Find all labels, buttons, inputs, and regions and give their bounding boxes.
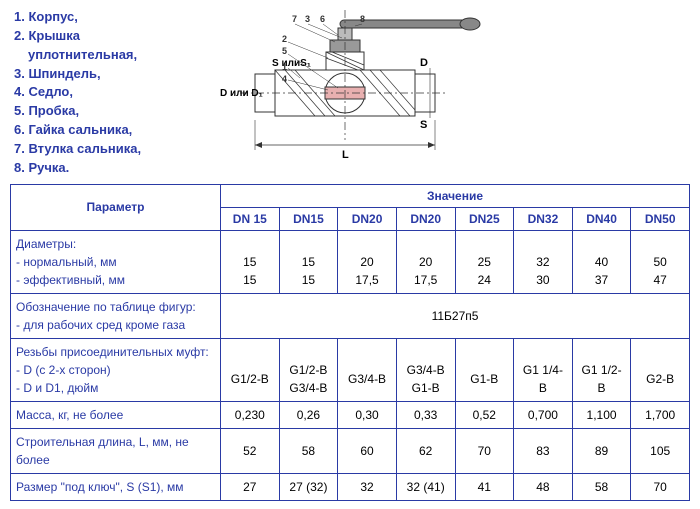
value-cell: 27 (32) (279, 473, 338, 500)
value-cell: G3/4-BG1-B (396, 338, 455, 401)
part-item: 4. Седло, (14, 83, 200, 102)
header-col: DN50 (631, 207, 690, 230)
part-item: 2. Крышка (14, 27, 200, 46)
param-cell: Диаметры:- нормальный, мм- эффективный, … (11, 230, 221, 293)
part-item: 6. Гайка сальника, (14, 121, 200, 140)
value-cell: G1/2-B (221, 338, 280, 401)
value-cell: 1,700 (631, 401, 690, 428)
value-cell: 48 (514, 473, 573, 500)
dim-L: L (342, 149, 349, 161)
value-cell: 32 (41) (396, 473, 455, 500)
svg-text:1: 1 (282, 62, 287, 72)
value-cell: 5047 (631, 230, 690, 293)
value-cell: 2017,5 (338, 230, 397, 293)
header-col: DN32 (514, 207, 573, 230)
svg-text:5: 5 (282, 46, 287, 56)
value-cell: G3/4-B (338, 338, 397, 401)
dim-D-left: D или D₁ (220, 88, 263, 99)
part-item: 7. Втулка сальника, (14, 140, 200, 159)
value-cell: 60 (338, 428, 397, 473)
value-cell: 1,100 (572, 401, 631, 428)
value-cell: 32 (338, 473, 397, 500)
svg-text:8: 8 (360, 14, 365, 24)
value-cell: 70 (631, 473, 690, 500)
svg-text:2: 2 (282, 34, 287, 44)
header-col: DN 15 (221, 207, 280, 230)
value-cell: 41 (455, 473, 514, 500)
value-cell: 1515 (221, 230, 280, 293)
part-item: 5. Пробка, (14, 102, 200, 121)
svg-text:7: 7 (292, 14, 297, 24)
value-cell: 62 (396, 428, 455, 473)
spec-table: ПараметрЗначениеDN 15DN15DN20DN20DN25DN3… (10, 184, 690, 501)
header-param: Параметр (11, 184, 221, 230)
value-cell: 0,52 (455, 401, 514, 428)
parts-list: 1. Корпус,2. Крышкауплотнительная,3. Шпи… (10, 8, 200, 178)
param-cell: Строительная длина, L, мм, не более (11, 428, 221, 473)
value-cell: 27 (221, 473, 280, 500)
header-value: Значение (221, 184, 690, 207)
svg-text:3: 3 (305, 14, 310, 24)
header-col: DN20 (396, 207, 455, 230)
part-item: 8. Ручка. (14, 159, 200, 178)
header-col: DN20 (338, 207, 397, 230)
value-cell: 1515 (279, 230, 338, 293)
value-cell: G1 1/4-B (514, 338, 573, 401)
header-col: DN40 (572, 207, 631, 230)
value-cell: 0,30 (338, 401, 397, 428)
part-item: уплотнительная, (14, 46, 200, 65)
value-cell: 0,700 (514, 401, 573, 428)
value-cell: 105 (631, 428, 690, 473)
value-cell: 0,33 (396, 401, 455, 428)
value-cell: 0,230 (221, 401, 280, 428)
param-cell: Резьбы присоединительных муфт:- D (с 2-х… (11, 338, 221, 401)
dim-S1: S илиS₁ (272, 58, 311, 69)
value-cell: G1/2-BG3/4-B (279, 338, 338, 401)
param-cell: Масса, кг, не более (11, 401, 221, 428)
value-cell: 58 (572, 473, 631, 500)
value-cell: G1 1/2-B (572, 338, 631, 401)
svg-text:4: 4 (282, 74, 287, 84)
value-cell: 70 (455, 428, 514, 473)
value-cell-span: 11Б27п5 (221, 293, 690, 338)
header-col: DN25 (455, 207, 514, 230)
value-cell: 0,26 (279, 401, 338, 428)
param-cell: Размер "под ключ", S (S1), мм (11, 473, 221, 500)
value-cell: 83 (514, 428, 573, 473)
value-cell: 3230 (514, 230, 573, 293)
value-cell: 2524 (455, 230, 514, 293)
svg-text:6: 6 (320, 14, 325, 24)
dim-S: S (420, 119, 427, 131)
part-item: 1. Корпус, (14, 8, 200, 27)
value-cell: 52 (221, 428, 280, 473)
value-cell: 2017,5 (396, 230, 455, 293)
value-cell: 4037 (572, 230, 631, 293)
value-cell: 58 (279, 428, 338, 473)
dim-D-right: D (420, 57, 428, 69)
valve-diagram: L D D или D₁ S S илиS₁ 736 8 2 5 1 4 (220, 8, 500, 178)
value-cell: G2-B (631, 338, 690, 401)
value-cell: G1-B (455, 338, 514, 401)
part-item: 3. Шпиндель, (14, 65, 200, 84)
value-cell: 89 (572, 428, 631, 473)
header-col: DN15 (279, 207, 338, 230)
param-cell: Обозначение по таблице фигур:- для рабоч… (11, 293, 221, 338)
